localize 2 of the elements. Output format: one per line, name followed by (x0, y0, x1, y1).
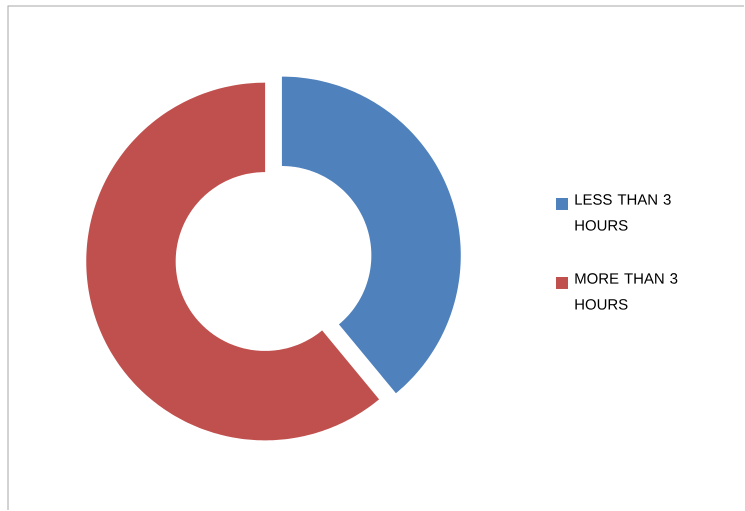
legend-label: LESS THAN 3 HOURS (575, 194, 671, 231)
legend-label: MORE THAN 3 HOURS (575, 273, 678, 310)
